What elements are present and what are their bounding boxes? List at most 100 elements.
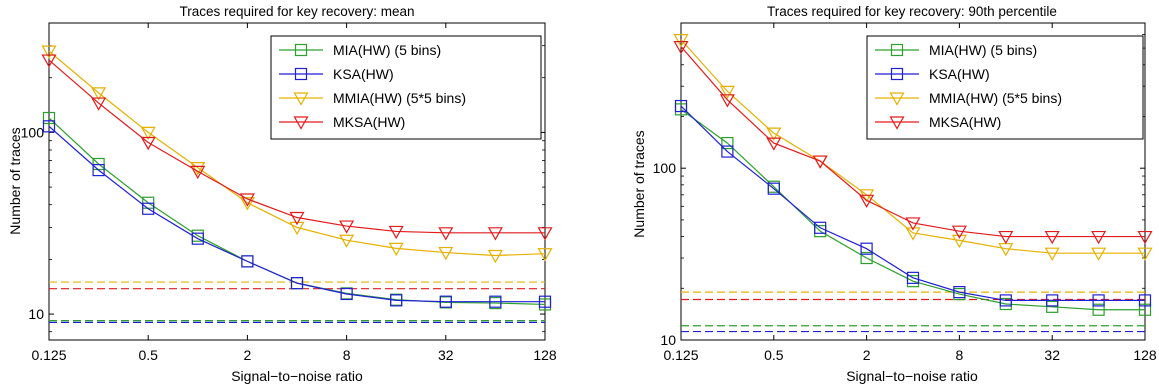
chart-p90-legend-marker [890, 67, 904, 81]
chart-mean-data-point [191, 232, 204, 245]
chart-mean-data-point [41, 54, 57, 68]
chart-mean-data-point [339, 220, 355, 234]
chart-p90-data-point [905, 217, 921, 231]
chart-mean-data-point [388, 225, 404, 240]
chart-mean-panel: Traces required for key recovery: mean 0… [7, 4, 557, 384]
chart-p90-legend-marker [890, 43, 904, 57]
chart-mean-data-point [241, 255, 254, 268]
chart-p90-data-point [1044, 247, 1060, 261]
chart-mean-data-point [340, 287, 353, 301]
chart-mean-data-point [92, 164, 105, 177]
chart-p90-data-point [998, 230, 1014, 245]
chart-mean-data-point [91, 97, 107, 111]
chart-p90-data-point [767, 182, 780, 195]
chart-p90-data-point [673, 34, 689, 48]
chart-mean-data-point [190, 165, 206, 180]
chart-p90-data-point [1044, 230, 1060, 245]
chart-mean-data-point [537, 248, 553, 262]
chart-p90-data-point [906, 271, 920, 284]
chart-mean-data-point [538, 295, 552, 308]
chart-p90-ylabel: Number of traces [631, 130, 647, 237]
chart-mean-legend-marker [293, 116, 309, 130]
chart-p90-data-point [1091, 247, 1107, 261]
chart-mean-xtick-label: 2 [244, 347, 252, 363]
chart-p90-data-point [674, 99, 688, 113]
chart-mean-legend-marker [293, 92, 309, 106]
chart-p90-series-line [680, 108, 1145, 311]
chart-mean-data-point [41, 45, 57, 59]
chart-p90-data-point [766, 127, 782, 141]
chart-p90-xtick-label: 0.125 [663, 347, 698, 363]
chart-p90-data-point [1091, 230, 1107, 245]
chart-mean-data-point [42, 120, 56, 133]
chart-mean-data-point [140, 126, 156, 141]
chart-p90-legend-label: MMIA(HW) (5*5 bins) [929, 90, 1062, 106]
chart-mean-data-point [91, 87, 107, 101]
chart-p90-data-point [1092, 303, 1105, 316]
chart-p90-data-point [1138, 303, 1152, 316]
chart-p90-ytick-label: 10 [660, 332, 676, 348]
chart-mean-series-line [48, 125, 545, 303]
chart-p90-series-line [680, 39, 1145, 254]
chart-mean-data-point [190, 162, 206, 176]
chart-p90-data-point [859, 194, 875, 209]
chart-p90-xtick-label: 8 [956, 347, 964, 363]
chart-p90-data-point [673, 41, 689, 55]
chart-mean-data-point [489, 295, 502, 308]
chart-p90-series-line [680, 46, 1145, 238]
chart-mean-data-point [487, 249, 503, 264]
chart-p90-data-point [1092, 294, 1105, 307]
chart-p90-data-point [721, 136, 734, 150]
chart-p90-series-line [680, 105, 1145, 302]
chart-p90-data-point [1046, 294, 1059, 307]
chart-p90-data-point [721, 145, 734, 158]
chart-p90-xtick-label: 128 [1133, 347, 1157, 363]
chart-mean-data-point [537, 227, 553, 241]
chart-mean-plot-area: 0.125 0.5 2 8 32 128 10 100 MIA(HW) (5 bins) KSA(… [21, 22, 557, 363]
chart-mean-data-point [390, 294, 403, 307]
chart-mean-data-point [339, 234, 355, 248]
chart-p90-data-point [953, 286, 966, 299]
chart-mean-legend-marker [294, 43, 308, 57]
chart-p90-data-point [719, 85, 735, 100]
chart-mean-data-point [140, 136, 156, 151]
chart-mean-legend-marker [294, 67, 308, 81]
chart-mean-ytick-label: 100 [21, 124, 45, 140]
chart-mean-legend-label: MKSA(HW) [333, 114, 405, 130]
chart-p90-legend-label: MKSA(HW) [929, 114, 1001, 130]
chart-mean-xtick-label: 128 [533, 347, 557, 363]
chart-mean-data-point [388, 242, 404, 257]
chart-mean-data-point [438, 227, 454, 241]
chart-p90-xtick-label: 2 [863, 347, 871, 363]
chart-p90-legend-label: MIA(HW) (5 bins) [929, 42, 1037, 58]
chart-mean-legend-label: MMIA(HW) (5*5 bins) [333, 90, 466, 106]
chart-p90-legend-marker [889, 116, 905, 130]
chart-mean-data-point [239, 193, 255, 207]
chart-p90-legend-label: KSA(HW) [929, 66, 990, 82]
chart-p90-data-point [1138, 294, 1152, 307]
chart-mean-data-point [239, 197, 255, 211]
chart-mean-title: Traces required for key recovery: mean [179, 4, 414, 19]
chart-p90-data-point [999, 294, 1012, 307]
chart-mean-data-point [289, 221, 305, 236]
chart-p90-panel: Traces required for key recovery: 90th p… [631, 4, 1157, 384]
chart-p90-xtick-label: 32 [1044, 347, 1060, 363]
chart-mean-series-line [48, 50, 546, 257]
chart-p90-data-point [951, 234, 967, 249]
chart-p90-plot-area: 0.125 0.5 2 8 32 128 10 100 MIA(HW) (5 bins) KSA(… [653, 22, 1157, 363]
chart-mean-data-point [290, 277, 304, 290]
chart-mean-xlabel: Signal−to−noise ratio [231, 368, 363, 384]
chart-p90-data-point [1137, 230, 1153, 245]
chart-mean-xtick-label: 32 [438, 347, 454, 363]
chart-mean-xtick-label: 0.5 [138, 347, 158, 363]
chart-mean-data-point [289, 211, 305, 226]
chart-p90-data-point [905, 227, 921, 241]
chart-mean-series-line [48, 59, 545, 234]
chart-mean-xtick-label: 8 [343, 347, 351, 363]
chart-mean-legend-label: KSA(HW) [333, 66, 394, 82]
chart-mean-ytick-label: 10 [28, 306, 44, 322]
chart-p90-ytick-label: 100 [653, 160, 677, 176]
chart-p90-title: Traces required for key recovery: 90th p… [767, 4, 1057, 19]
chart-mean-legend-label: MIA(HW) (5 bins) [333, 42, 441, 58]
